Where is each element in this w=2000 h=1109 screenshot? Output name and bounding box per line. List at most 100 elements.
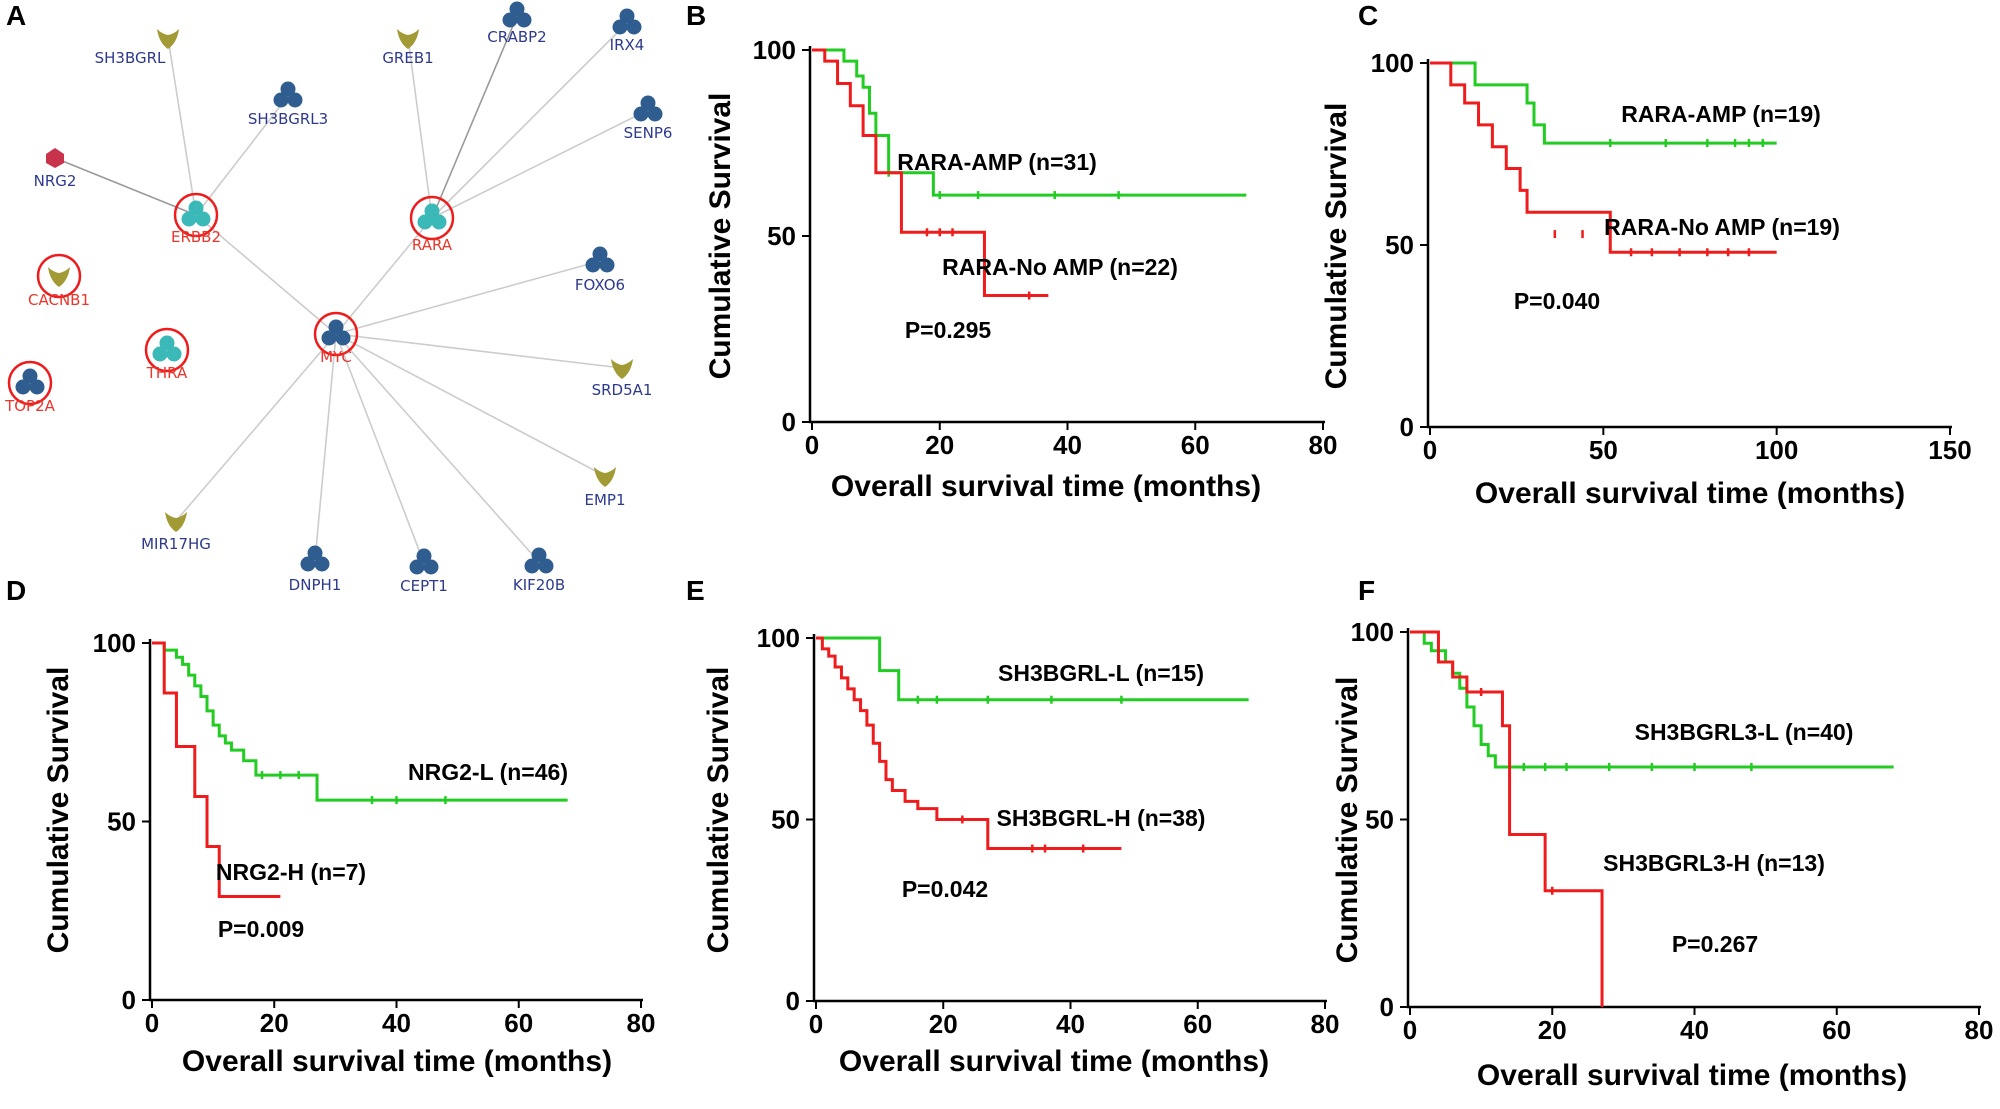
network-node-top2a: TOP2A xyxy=(4,360,56,415)
x-tick-label: 20 xyxy=(925,430,954,460)
x-tick-label: 40 xyxy=(382,1008,411,1038)
y-tick-label: 0 xyxy=(782,407,796,437)
network-node-sh3bgrl3: SH3BGRL3 xyxy=(248,81,328,128)
panel-letter-a: A xyxy=(6,0,26,31)
x-tick-label: 0 xyxy=(1403,1015,1417,1045)
series-label-red: SH3BGRL3-H (n=13) xyxy=(1603,850,1825,876)
node-label: ERBB2 xyxy=(171,228,221,246)
y-tick-label: 0 xyxy=(1380,992,1394,1022)
node-label: MIR17HG xyxy=(141,535,211,553)
network-edge xyxy=(335,260,601,335)
network-edge xyxy=(175,333,337,522)
series-label-green: NRG2-L (n=46) xyxy=(408,759,568,785)
network-edge xyxy=(431,109,649,219)
network-edges xyxy=(54,15,649,564)
network-edge xyxy=(335,333,606,477)
x-tick-label: 80 xyxy=(1311,1009,1340,1039)
x-axis-title: Overall survival time (months) xyxy=(1477,1059,1907,1092)
network-node-cacnb1: CACNB1 xyxy=(28,253,90,309)
y-axis-title: Cumulative Survival xyxy=(704,93,737,380)
x-tick-label: 20 xyxy=(929,1009,958,1039)
x-tick-label: 20 xyxy=(260,1008,289,1038)
node-label: CEPT1 xyxy=(400,577,448,595)
y-axis-title: Cumulative Survival xyxy=(42,667,75,954)
x-tick-label: 100 xyxy=(1755,435,1798,465)
survival-curve-green xyxy=(1430,61,1777,145)
node-label: SH3BGRL xyxy=(95,49,166,67)
p-value: P=0.009 xyxy=(218,916,304,942)
y-tick-label: 50 xyxy=(767,221,796,251)
survival-curve-green xyxy=(1410,630,1894,769)
highlight-ring xyxy=(36,253,82,299)
x-tick-label: 20 xyxy=(1538,1015,1567,1045)
y-tick-label: 0 xyxy=(122,985,136,1015)
network-node-kif20b: KIF20B xyxy=(513,547,565,594)
y-tick-label: 100 xyxy=(757,623,800,653)
x-tick-label: 40 xyxy=(1056,1009,1085,1039)
network-node-dnph1: DNPH1 xyxy=(289,545,342,594)
x-axis-title: Overall survival time (months) xyxy=(831,470,1261,503)
y-tick-label: 100 xyxy=(1371,48,1414,78)
y-tick-label: 50 xyxy=(1385,230,1414,260)
network-edge xyxy=(54,157,197,216)
series-label-green: SH3BGRL3-L (n=40) xyxy=(1635,719,1854,745)
network-edge xyxy=(167,37,197,216)
network-node-greb1: GREB1 xyxy=(382,29,434,67)
highlight-ring xyxy=(409,195,455,241)
network-node-emp1: EMP1 xyxy=(584,467,626,509)
node-label: MYC xyxy=(320,348,352,366)
node-label: SH3BGRL3 xyxy=(248,110,328,128)
series-label-red: NRG2-H (n=7) xyxy=(216,859,366,885)
network-edge xyxy=(335,217,433,335)
node-label: EMP1 xyxy=(584,491,625,509)
node-label: GREB1 xyxy=(382,49,433,67)
network-node-crabp2: CRABP2 xyxy=(487,1,547,46)
network-edge xyxy=(195,214,337,335)
node-label: NRG2 xyxy=(34,172,77,190)
survival-panel-c: C 0 50 100 150 0 50 100 Overall survival time (m… xyxy=(1320,0,1972,510)
p-value: P=0.042 xyxy=(902,876,988,902)
highlight-ring xyxy=(313,311,359,357)
network-node-senp6: SENP6 xyxy=(624,95,672,142)
survival-panel-f: F 0 20 40 60 80 0 50 100 Overall survival time (m… xyxy=(1331,575,1993,1092)
x-tick-label: 40 xyxy=(1680,1015,1709,1045)
y-tick-label: 50 xyxy=(771,805,800,835)
node-label: DNPH1 xyxy=(289,576,342,594)
network-edge xyxy=(335,333,425,564)
series-label-red: RARA-No AMP (n=22) xyxy=(942,254,1178,280)
network-edge xyxy=(335,333,623,369)
survival-panel-b: B 0 20 40 60 80 0 50 100 Overall survival time (m… xyxy=(686,0,1337,503)
series-label-green: RARA-AMP (n=19) xyxy=(1621,101,1821,127)
survival-curve-red xyxy=(1430,61,1777,254)
x-tick-label: 80 xyxy=(1965,1015,1994,1045)
network-node-irx4: IRX4 xyxy=(610,8,644,54)
network-panel: A SH3BGRL SH3BGRL3 GREB1 CRABP2 IRX4 SENP6 NRG… xyxy=(4,0,672,595)
x-tick-label: 0 xyxy=(809,1009,823,1039)
y-axis-title: Cumulative Survival xyxy=(1331,677,1364,964)
highlight-ring xyxy=(144,327,190,373)
node-label: RARA xyxy=(412,236,453,254)
survival-curve-red xyxy=(1410,630,1604,1007)
node-label: KIF20B xyxy=(513,576,565,594)
network-node-cept1: CEPT1 xyxy=(400,548,448,595)
series-label-green: SH3BGRL-L (n=15) xyxy=(998,660,1204,686)
network-node-nrg2: NRG2 xyxy=(34,148,77,190)
p-value: P=0.267 xyxy=(1672,931,1758,957)
p-value: P=0.295 xyxy=(905,317,992,343)
network-node-erbb2: ERBB2 xyxy=(171,192,221,246)
network-node-myc: MYC xyxy=(313,311,359,366)
network-node-sh3bgrl: SH3BGRL xyxy=(95,29,179,67)
survival-curve-red xyxy=(816,636,1122,851)
network-edge xyxy=(407,37,433,219)
y-axis-title: Cumulative Survival xyxy=(702,667,735,954)
series-label-red: SH3BGRL-H (n=38) xyxy=(997,805,1206,831)
network-node-srd5a1: SRD5A1 xyxy=(592,359,652,399)
x-tick-label: 0 xyxy=(1423,435,1437,465)
y-tick-label: 100 xyxy=(1351,617,1394,647)
x-tick-label: 50 xyxy=(1589,435,1618,465)
network-edge xyxy=(314,333,337,561)
network-nodes: SH3BGRL SH3BGRL3 GREB1 CRABP2 IRX4 SENP6 NRG2 E… xyxy=(4,1,672,595)
highlight-ring xyxy=(7,360,53,406)
network-node-foxo6: FOXO6 xyxy=(575,246,625,294)
x-tick-label: 60 xyxy=(504,1008,533,1038)
